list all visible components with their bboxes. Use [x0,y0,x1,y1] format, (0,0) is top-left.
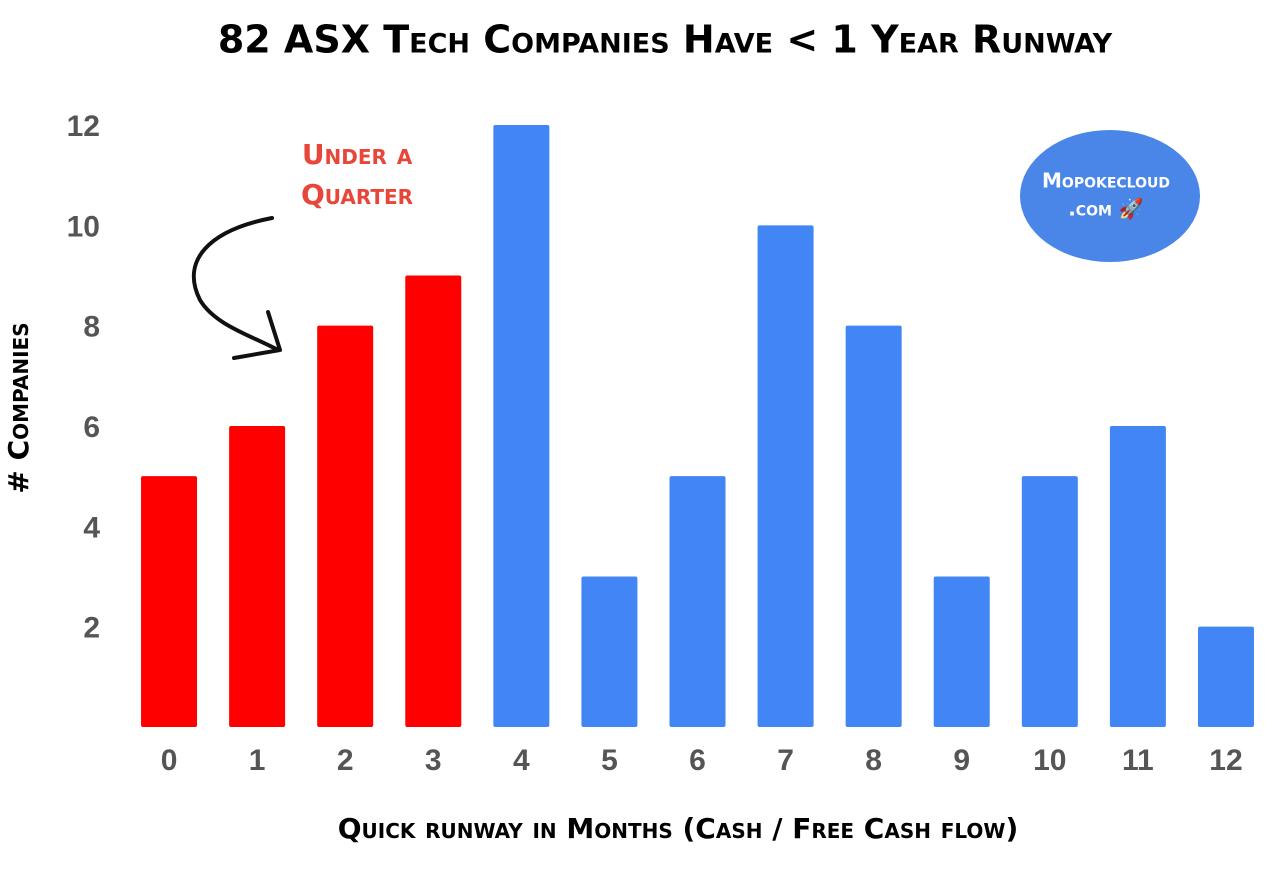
bar [1109,426,1166,727]
bar [1021,476,1078,727]
annotation-arrowhead [232,310,282,360]
bar [669,476,726,727]
y-tick-label: 12 [67,110,100,143]
x-tick-label: 3 [425,744,442,777]
x-tick-label: 6 [689,744,706,777]
annotation-text: Quarter [301,178,413,211]
x-tick-label: 4 [513,744,530,777]
x-tick-label: 10 [1033,744,1066,777]
y-tick-label: 10 [67,210,100,243]
chart-title: 82 ASX Tech Companies Have < 1 Year Runw… [218,18,1113,62]
y-axis-label: # Companies [2,322,35,493]
y-tick-label: 4 [83,511,100,544]
bar [581,576,638,727]
x-tick-label: 2 [337,744,354,777]
x-axis-label: Quick runway in Months (Cash / Free Cash… [338,812,1019,845]
bar [141,476,198,727]
watermark-text: .com 🚀 [1068,197,1144,221]
y-tick-label: 6 [83,411,100,444]
bar [757,225,814,728]
x-tick-label: 0 [161,744,178,777]
x-tick-label: 7 [777,744,794,777]
watermark-text: Mopokecloud [1042,169,1170,193]
bar [845,325,902,727]
watermark-badge [1020,130,1200,262]
x-tick-label: 8 [865,744,882,777]
x-tick-label: 1 [249,744,266,777]
y-tick-label: 8 [83,311,100,344]
bar [405,275,462,727]
bar [493,125,550,727]
x-tick-label: 9 [953,744,970,777]
bar [229,426,286,727]
annotation-text: Under a [302,138,413,171]
bar [933,576,990,727]
x-tick-label: 11 [1122,744,1154,777]
annotation-arrow [191,216,280,352]
y-tick-label: 2 [83,612,100,645]
x-tick-label: 12 [1209,744,1242,777]
bar [1197,626,1254,727]
x-tick-label: 5 [601,744,618,777]
bar [317,325,374,727]
